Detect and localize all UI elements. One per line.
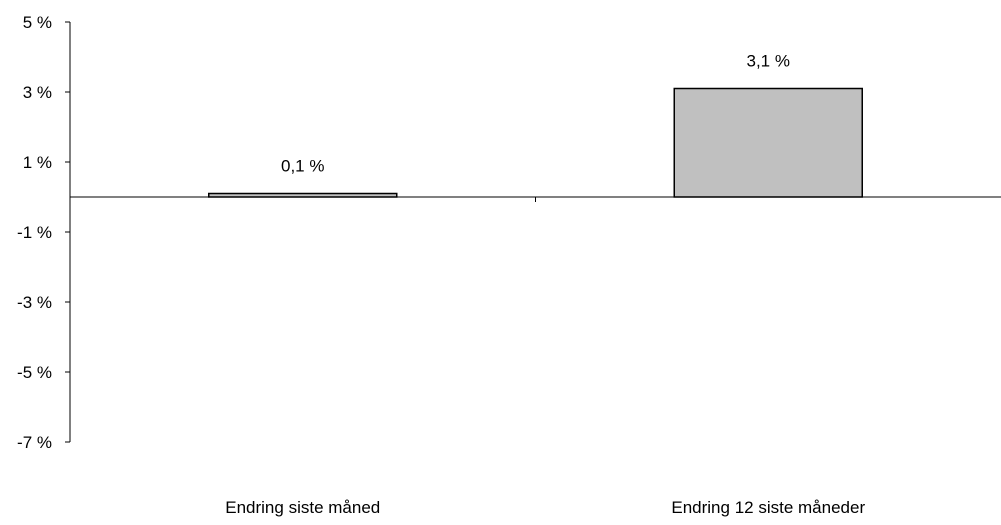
data-label: 3,1 %	[747, 52, 790, 71]
y-tick-label: 5 %	[23, 13, 52, 32]
category-label: Endring siste måned	[225, 498, 380, 517]
y-tick-label: 1 %	[23, 153, 52, 172]
y-tick-label: -3 %	[17, 293, 52, 312]
y-tick-label: -7 %	[17, 433, 52, 452]
bars	[208, 87, 863, 198]
category-label: Endring 12 siste måneder	[671, 498, 865, 517]
bar	[208, 192, 398, 198]
data-label: 0,1 %	[281, 157, 324, 176]
y-tick-label: 3 %	[23, 83, 52, 102]
y-tick-label: -5 %	[17, 363, 52, 382]
data-labels: 0,1 % 3,1 %	[281, 52, 790, 176]
y-tick-label: -1 %	[17, 223, 52, 242]
category-labels: Endring siste måned Endring 12 siste måne…	[225, 498, 865, 517]
bar	[673, 87, 863, 198]
y-axis: 5 % 3 % 1 % -1 % -3 % -5 % -7 %	[17, 13, 71, 452]
